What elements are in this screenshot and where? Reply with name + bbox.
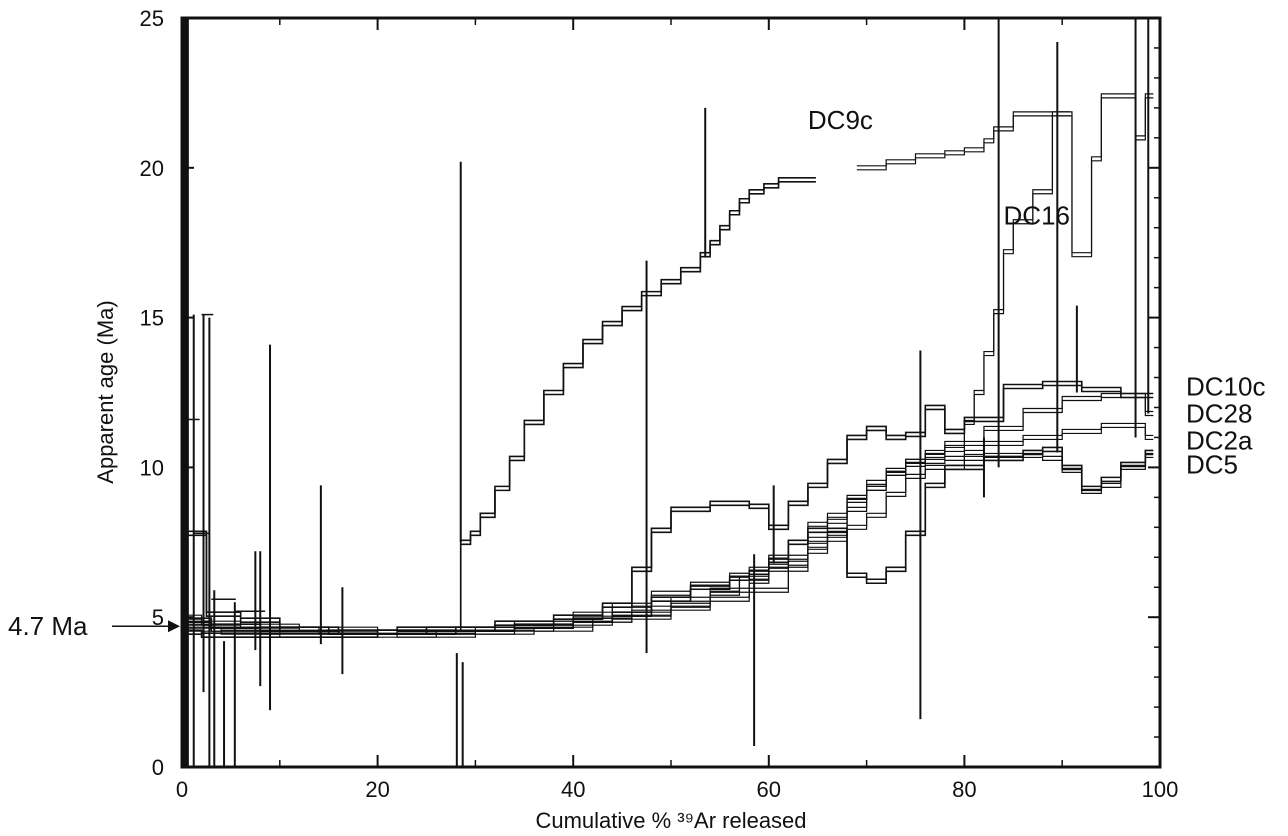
x-tick-label: 80 (952, 777, 976, 802)
y-axis-label: Apparent age (Ma) (93, 300, 118, 483)
series-8 (182, 305, 1154, 635)
series-step-line (182, 115, 1071, 635)
series-6 (182, 350, 1154, 720)
y-tick-label: 25 (140, 6, 164, 31)
series-step-line (182, 176, 816, 631)
y-tick-label: 10 (140, 455, 164, 480)
series-step-line (182, 111, 1071, 631)
series-step-line (182, 450, 1154, 638)
y-tick-label: 5 (152, 605, 164, 630)
series-step-line (182, 446, 1154, 634)
series-2 (856, 93, 1154, 258)
series-label: DC5 (1186, 449, 1238, 479)
sample-label: DC16 (1004, 201, 1070, 231)
series-layer (182, 18, 1154, 767)
series-step-line (182, 384, 1154, 635)
reference-age-label: 4.7 Ma (8, 611, 88, 641)
series-step-line (856, 93, 1154, 254)
y-tick-label: 20 (140, 156, 164, 181)
series-4 (182, 380, 1154, 635)
x-tick-label: 100 (1142, 777, 1179, 802)
x-tick-label: 60 (757, 777, 781, 802)
series-step-line (856, 97, 1154, 258)
sample-label: DC9c (808, 105, 873, 135)
series-step-line (182, 456, 1154, 635)
y-axis-ticks: 0 5 10 15 20 25 (140, 6, 1160, 780)
series-7 (182, 260, 1154, 747)
series-step-line (182, 452, 1154, 631)
x-tick-label: 0 (176, 777, 188, 802)
y-tick-label: 0 (152, 755, 164, 780)
series-step-line (182, 396, 1154, 638)
x-tick-label: 20 (365, 777, 389, 802)
series-label: DC2a (1186, 425, 1253, 455)
series-3 (182, 18, 1071, 635)
series-step-line (182, 380, 1154, 631)
series-label: DC28 (1186, 398, 1252, 428)
series-1 (182, 107, 816, 635)
y-tick-label: 15 (140, 306, 164, 331)
series-label: DC10c (1186, 372, 1265, 402)
series-step-line (182, 180, 816, 635)
reference-age-arrowhead (168, 620, 180, 633)
x-axis-ticks: 0 20 40 60 80 100 (176, 18, 1178, 802)
x-tick-label: 40 (561, 777, 585, 802)
x-axis-label: Cumulative % ³⁹Ar released (535, 808, 806, 833)
